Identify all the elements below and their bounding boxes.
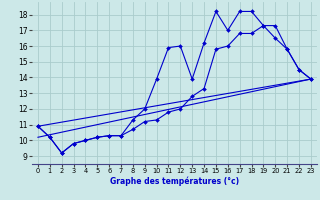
X-axis label: Graphe des températures (°c): Graphe des températures (°c): [110, 177, 239, 186]
